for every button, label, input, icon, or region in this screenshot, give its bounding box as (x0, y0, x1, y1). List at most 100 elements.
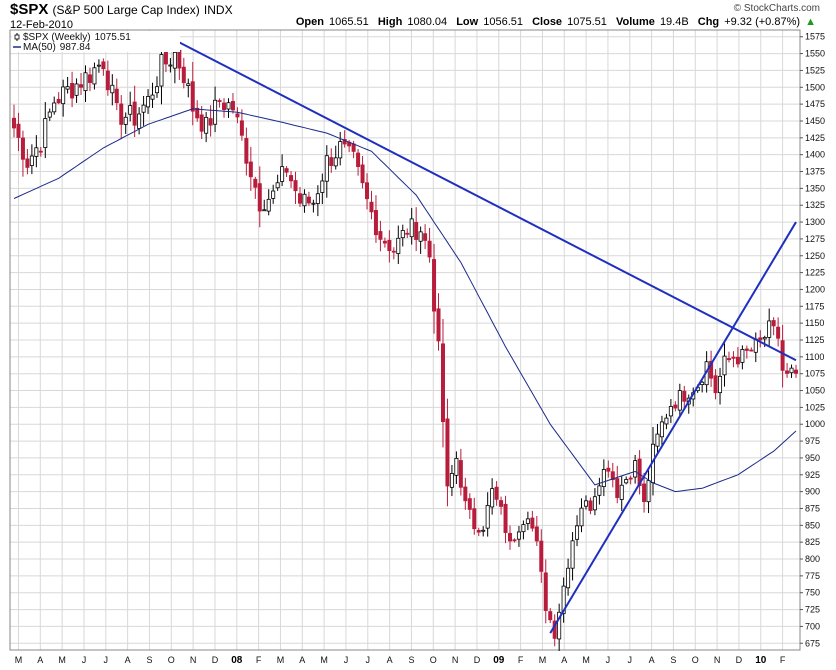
candle-body (490, 488, 495, 508)
candle (548, 608, 553, 624)
candle (543, 559, 548, 624)
candle-body (668, 406, 673, 417)
candle (744, 345, 749, 359)
candle-body (579, 507, 584, 527)
candle-body (168, 64, 173, 67)
candle-body (387, 239, 392, 252)
candle-body (146, 96, 151, 108)
candle (709, 350, 714, 387)
candle-body (499, 500, 504, 507)
candle (449, 465, 454, 497)
candle (440, 319, 445, 448)
candle-body (79, 84, 84, 88)
candle-body (436, 308, 441, 342)
x-tick-label: J (628, 655, 633, 665)
y-tick-label: 975 (805, 436, 820, 446)
candle (244, 127, 249, 176)
candle-body (297, 193, 302, 204)
x-tick-label: M (15, 655, 23, 665)
legend: $SPX (Weekly) 1075.51 MA(50) 987.84 (12, 31, 180, 53)
candle-body (664, 417, 669, 425)
trendlines (174, 39, 797, 634)
candle-body (722, 355, 727, 376)
x-tick-label: J (606, 655, 611, 665)
candle-body (642, 483, 647, 502)
candle-body (583, 500, 588, 507)
candle (391, 247, 396, 260)
candle-body (548, 611, 553, 621)
candle (329, 148, 334, 173)
candle-body (454, 458, 459, 476)
candle-body (521, 524, 526, 533)
candle-body (83, 72, 88, 92)
candle (356, 148, 361, 176)
candle (204, 112, 209, 143)
candle (132, 85, 137, 137)
x-tick-label: D (736, 655, 743, 665)
candle-body (481, 529, 486, 532)
chart-title: $SPX (S&P 500 Large Cap Index) INDX (10, 1, 233, 18)
candle-body (601, 469, 606, 487)
candle-body (637, 458, 642, 487)
y-tick-label: 1350 (805, 183, 825, 193)
candle (16, 112, 21, 152)
brand-watermark: © StockCharts.com (733, 3, 820, 14)
candle-body (423, 233, 428, 241)
candle (293, 171, 298, 205)
candle-body (230, 101, 235, 111)
chg-label: Chg (697, 16, 720, 28)
candle-body (472, 508, 477, 530)
y-tick-label: 750 (805, 588, 820, 598)
candle-body (293, 180, 298, 192)
candle-body (38, 150, 43, 153)
x-tick-label: N (452, 655, 459, 665)
candle-body (391, 250, 396, 253)
candle-body (440, 343, 445, 423)
candle (47, 108, 52, 122)
candle (105, 60, 110, 96)
candle-body (74, 83, 79, 96)
x-tick-label: J (344, 655, 349, 665)
candle-body (302, 193, 307, 207)
candle (718, 367, 723, 405)
candle (677, 383, 682, 418)
candle-body (561, 585, 566, 614)
candle-body (503, 503, 508, 533)
x-tick-label: J (366, 655, 371, 665)
candle-body (606, 467, 611, 472)
candle (615, 465, 620, 504)
candle (503, 495, 508, 544)
candle (633, 454, 638, 484)
candle (181, 57, 186, 89)
y-tick-label: 1050 (805, 386, 825, 396)
candle-body (190, 81, 195, 112)
candle (753, 332, 758, 363)
y-tick-label: 1175 (805, 301, 824, 311)
candle (664, 413, 669, 430)
candle-body (530, 517, 535, 529)
candle (597, 477, 602, 505)
y-tick-label: 1575 (805, 32, 825, 42)
candle (740, 345, 745, 370)
y-tick-label: 1275 (805, 234, 825, 244)
candle-body (275, 182, 280, 189)
candle (521, 520, 526, 540)
candle-body (244, 138, 249, 164)
candle (458, 448, 463, 496)
candle-body (195, 107, 200, 119)
close-label: Close (532, 16, 563, 28)
y-tick-label: 925 (805, 470, 820, 480)
candle-body (70, 82, 75, 99)
candle-body (34, 147, 39, 157)
candle (360, 156, 365, 189)
candle (566, 558, 571, 596)
candle-body (633, 460, 638, 478)
candle (92, 62, 97, 90)
candle-body (624, 479, 629, 484)
candle-body (239, 120, 244, 136)
candle-body (485, 505, 490, 529)
x-tick-label: D (212, 655, 219, 665)
candle (338, 131, 343, 166)
candle-body (163, 50, 168, 65)
candle (190, 61, 195, 126)
